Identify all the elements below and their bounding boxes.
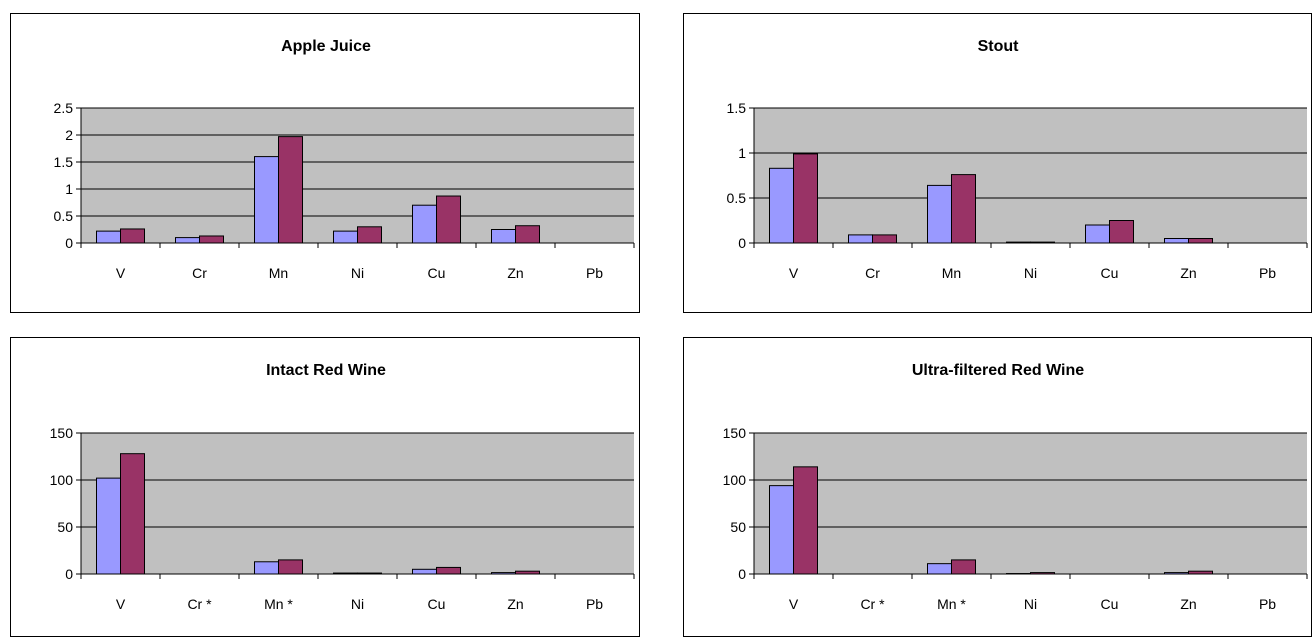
x-tick-label: Zn: [507, 265, 523, 281]
bar: [794, 154, 818, 243]
bar: [437, 196, 461, 243]
bar: [492, 230, 516, 244]
bar: [334, 231, 358, 243]
x-tick-label: Cr *: [860, 596, 885, 612]
chart-ultra-filtered-red-wine: Ultra-filtered Red Wine 0 50 100 150 V Cr * Mn…: [683, 337, 1312, 637]
bar: [873, 235, 897, 243]
chart-title: Ultra-filtered Red Wine: [912, 362, 1084, 379]
plot-area: [754, 108, 1307, 243]
bar: [928, 564, 952, 574]
y-tick-label: 50: [730, 519, 746, 535]
chart-stout: Stout 0 0.5 1 1.5 V Cr Mn Ni Cu Zn Pb: [683, 13, 1312, 313]
y-tick-label: 1: [738, 145, 746, 161]
y-tick-label: 150: [723, 425, 747, 441]
y-tick-label: 100: [723, 472, 747, 488]
bar: [176, 238, 200, 243]
bar: [200, 236, 224, 243]
bar: [255, 157, 279, 243]
x-tick-label: Cr: [865, 265, 880, 281]
chart-svg: Ultra-filtered Red Wine 0 50 100 150 V Cr * Mn…: [684, 338, 1312, 638]
chart-apple-juice: Apple Juice 0 0.5 1 1.5 2 2.5 V Cr Mn Ni Cu Zn Pb: [10, 13, 640, 313]
bar: [413, 205, 437, 243]
y-tick-label: 0: [738, 235, 746, 251]
x-tick-label: Mn *: [937, 596, 966, 612]
bar: [770, 168, 794, 243]
y-tick-label: 0.5: [727, 190, 747, 206]
bar: [770, 486, 794, 574]
bar: [255, 562, 279, 574]
x-tick-label: Pb: [586, 265, 603, 281]
x-tick-label: Cr: [192, 265, 207, 281]
x-tick-label: Zn: [1180, 265, 1196, 281]
x-tick-label: Ni: [351, 596, 364, 612]
x-tick-label: Cu: [428, 596, 446, 612]
y-tick-label: 0: [738, 566, 746, 582]
bar: [358, 227, 382, 243]
x-tick-label: Pb: [586, 596, 603, 612]
bar: [1110, 221, 1134, 244]
x-tick-label: Zn: [1180, 596, 1196, 612]
x-tick-label: Cr *: [187, 596, 212, 612]
y-tick-label: 2.5: [54, 100, 74, 116]
chart-svg: Apple Juice 0 0.5 1 1.5 2 2.5 V Cr Mn Ni Cu Zn Pb: [11, 14, 641, 314]
chart-title: Intact Red Wine: [266, 362, 386, 379]
bar: [121, 229, 145, 243]
x-tick-label: Cu: [428, 265, 446, 281]
bar: [437, 567, 461, 574]
plot-area: [81, 108, 634, 243]
x-tick-label: Cu: [1101, 265, 1119, 281]
bar: [279, 560, 303, 574]
x-tick-label: Pb: [1259, 265, 1276, 281]
chart-intact-red-wine: Intact Red Wine 0 50 100 150 V Cr * Mn * Ni Cu Zn…: [10, 337, 640, 637]
bar: [1165, 239, 1189, 244]
y-tick-label: 0.5: [54, 208, 74, 224]
bar: [121, 454, 145, 574]
y-tick-label: 0: [65, 235, 73, 251]
y-tick-label: 1: [65, 181, 73, 197]
y-tick-label: 2: [65, 127, 73, 143]
y-tick-label: 50: [57, 519, 73, 535]
bar: [97, 231, 121, 243]
bar: [928, 185, 952, 243]
y-tick-label: 150: [50, 425, 74, 441]
bar: [1189, 239, 1213, 244]
bar: [1086, 225, 1110, 243]
x-tick-label: V: [116, 265, 126, 281]
x-tick-label: Ni: [1024, 596, 1037, 612]
chart-title: Stout: [978, 38, 1020, 55]
x-tick-label: Zn: [507, 596, 523, 612]
y-tick-label: 0: [65, 566, 73, 582]
x-tick-label: V: [789, 265, 799, 281]
chart-title: Apple Juice: [281, 38, 371, 55]
bar: [794, 467, 818, 574]
x-tick-label: Ni: [1024, 265, 1037, 281]
x-tick-label: V: [789, 596, 799, 612]
bar: [952, 175, 976, 243]
bar: [97, 478, 121, 574]
bar: [279, 137, 303, 243]
plot-area: [81, 433, 634, 574]
bar: [952, 560, 976, 574]
bar: [849, 235, 873, 243]
x-tick-label: V: [116, 596, 126, 612]
x-tick-label: Mn: [942, 265, 961, 281]
x-tick-label: Mn: [269, 265, 288, 281]
x-tick-label: Ni: [351, 265, 364, 281]
x-tick-label: Pb: [1259, 596, 1276, 612]
x-tick-label: Cu: [1101, 596, 1119, 612]
y-tick-label: 1.5: [727, 100, 747, 116]
bar: [516, 226, 540, 243]
y-tick-label: 100: [50, 472, 74, 488]
x-tick-label: Mn *: [264, 596, 293, 612]
bar: [413, 569, 437, 574]
chart-svg: Intact Red Wine 0 50 100 150 V Cr * Mn * Ni Cu Zn…: [11, 338, 641, 638]
y-tick-label: 1.5: [54, 154, 74, 170]
chart-svg: Stout 0 0.5 1 1.5 V Cr Mn Ni Cu Zn Pb: [684, 14, 1312, 314]
plot-area: [754, 433, 1307, 574]
